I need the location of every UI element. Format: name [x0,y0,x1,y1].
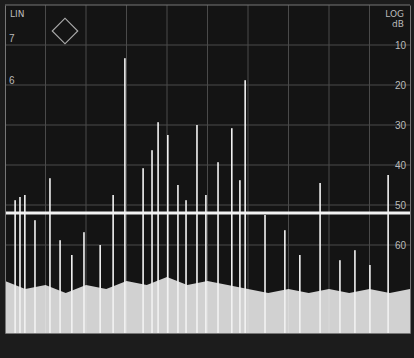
grid-line [5,125,410,126]
spectral-line [14,200,16,333]
frame-top [5,5,410,6]
grid-line [329,5,330,333]
spectral-line [59,240,61,333]
tick: 40 [395,160,410,171]
spectral-line [177,185,179,333]
chart: 10203040506067LINLOGdB [0,0,414,358]
grid-line [369,5,370,333]
spectral-line [157,122,159,333]
grid-line [86,5,87,333]
tick: 7 [5,33,15,44]
tick-label: 50 [395,200,407,211]
tick-label: 6 [9,75,15,86]
spectral-line [49,178,51,333]
spectral-line [217,162,219,333]
tick: 30 [395,120,410,131]
plot-area [5,58,410,333]
spectral-line [239,180,241,333]
y2-axis: 67 [5,6,15,334]
background [0,0,414,358]
axis-label: LOG [385,9,404,19]
spectral-line [354,250,356,333]
spectral-line [299,255,301,333]
spectral-line [142,168,144,333]
tick-label: 7 [9,33,15,44]
tick-label: 20 [395,80,407,91]
spectral-line [24,195,26,333]
grid-line [248,5,249,333]
y-axis: 10 20 30 40 50 60 [395,6,411,334]
grid-line [5,45,410,46]
logo [52,18,77,43]
spectral-line [205,195,207,333]
spectral-line [83,232,85,333]
tick-label: 30 [395,120,407,131]
spectral-line [369,265,371,333]
spectral-line [71,255,73,333]
axis-line [5,6,6,334]
axis-unit: dB [392,19,404,29]
spectral-line [196,125,198,333]
tick-label: 60 [395,240,407,251]
tick: 10 [395,40,410,51]
tick: 60 [395,240,410,251]
tick-label: 10 [395,40,407,51]
tick: 20 [395,80,410,91]
spectral-line [231,128,233,333]
spectral-line [339,260,341,333]
x-axis [6,333,411,335]
reference-line [5,212,410,215]
grid-line [5,205,410,206]
grid-line [5,165,410,166]
axis-line [410,6,411,334]
tick: 50 [395,200,410,211]
grid-line [45,5,46,333]
spectral-line [19,197,21,333]
spectral-line [34,220,36,333]
axis-line [6,333,411,334]
spectral-line [185,200,187,333]
spectral-line [151,150,153,333]
spectral-line [167,135,169,333]
tick-label: 40 [395,160,407,171]
spectral-line [99,245,101,333]
spectral-line [387,175,389,333]
grid-line [5,85,410,86]
tick: 6 [5,75,15,86]
grid-line [288,5,289,333]
spectral-line [244,80,246,333]
spectral-line [264,215,266,333]
spectral-line [319,183,321,333]
grid [5,5,410,333]
screen [5,5,410,333]
spectral-line [284,230,286,333]
noise-floor [5,277,410,333]
title: LIN [10,9,24,19]
grid-line [5,245,410,246]
spectral-line [112,195,114,333]
spectral-line [124,58,126,333]
